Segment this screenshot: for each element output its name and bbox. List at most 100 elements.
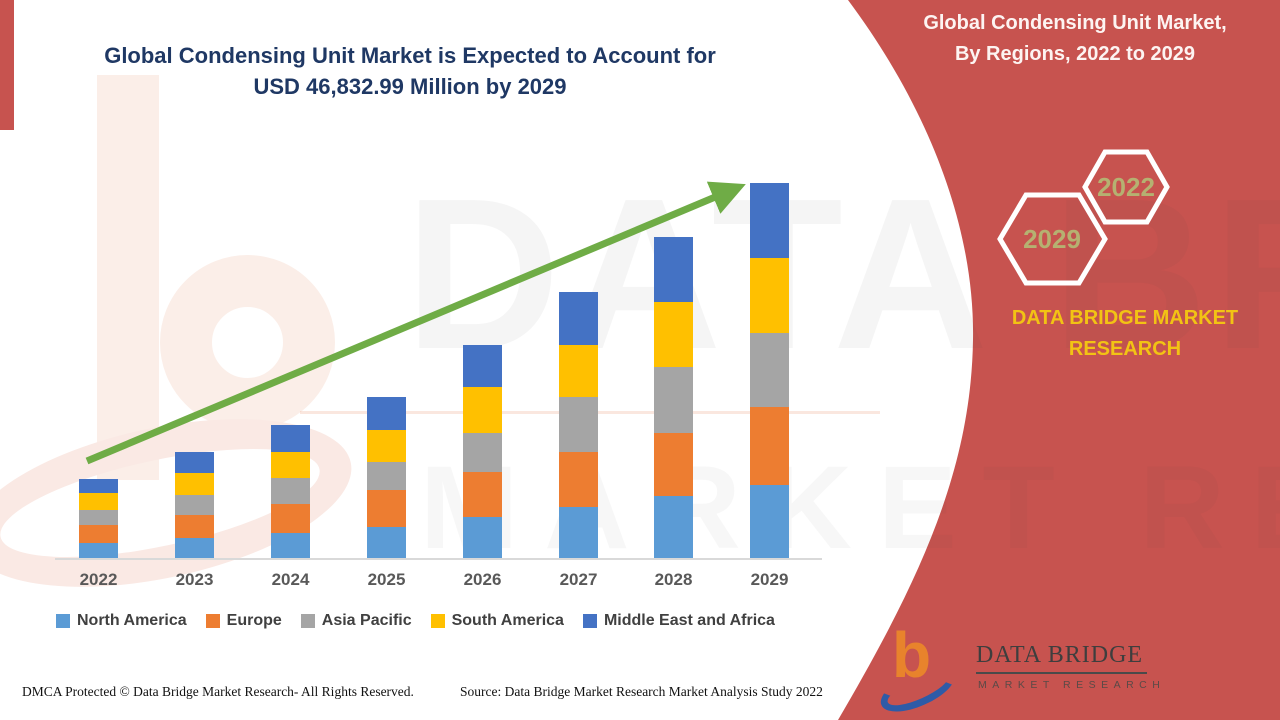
legend-label-north-america: North America <box>77 612 187 629</box>
segment-asia-pacific-2024 <box>271 478 310 504</box>
segment-north-america-2026 <box>463 517 502 558</box>
stacked-bar-2022 <box>79 479 118 558</box>
legend-swatch-north-america <box>56 614 70 628</box>
red-swoosh-shape <box>838 0 1280 720</box>
segment-asia-pacific-2028 <box>654 367 693 433</box>
logo-title: DATA BRIDGE <box>976 642 1148 674</box>
stacked-bar-2026 <box>463 345 502 558</box>
stacked-bar-2024 <box>271 425 310 558</box>
segment-south-america-2028 <box>654 302 693 367</box>
x-axis-line <box>55 558 822 560</box>
x-axis-label-2022: 2022 <box>79 570 118 589</box>
brand-name: DATA BRIDGE MARKET RESEARCH <box>1000 303 1250 365</box>
legend-item-north-america: North America <box>56 612 187 630</box>
segment-middle-east-and-africa-2029 <box>750 183 789 258</box>
segment-north-america-2023 <box>175 538 214 558</box>
segment-north-america-2027 <box>559 507 598 558</box>
stacked-bar-2023 <box>175 452 214 558</box>
chart-title: Global Condensing Unit Market is Expecte… <box>60 40 760 102</box>
chart-title-line1: Global Condensing Unit Market is Expecte… <box>104 43 716 68</box>
hexagon-2022 <box>1082 149 1170 225</box>
legend-swatch-europe <box>205 614 220 628</box>
segment-europe-2029 <box>750 407 789 485</box>
x-axis-label-2025: 2025 <box>367 570 406 589</box>
segment-middle-east-and-africa-2026 <box>463 345 502 387</box>
segment-europe-2025 <box>367 490 406 527</box>
segment-europe-2022 <box>79 525 118 543</box>
x-axis-label-2029: 2029 <box>750 570 789 589</box>
stacked-bar-2029 <box>750 183 789 558</box>
legend-item-europe: Europe <box>205 612 282 630</box>
legend-swatch-asia-pacific <box>300 614 315 628</box>
stacked-bar-2028 <box>654 237 693 558</box>
segment-south-america-2024 <box>271 452 310 478</box>
x-axis-label-2026: 2026 <box>463 570 502 589</box>
red-corner-bar <box>0 0 14 130</box>
stacked-bar-2027 <box>559 292 598 558</box>
chart-title-line2: USD 46,832.99 Million by 2029 <box>253 74 567 99</box>
trend-arrow-line <box>85 181 746 465</box>
segment-europe-2023 <box>175 515 214 538</box>
logo-subtitle: MARKET RESEARCH <box>978 679 1166 691</box>
segment-south-america-2026 <box>463 387 502 433</box>
legend-item-south-america: South America <box>430 612 564 630</box>
segment-middle-east-and-africa-2028 <box>654 237 693 302</box>
hexagon-2029-label: 2029 <box>1023 224 1081 254</box>
watermark-text-line1: DATA BRIDGE <box>405 153 1280 394</box>
legend-label-europe: Europe <box>226 612 282 629</box>
legend-label-south-america: South America <box>451 612 564 629</box>
x-axis-label-2023: 2023 <box>175 570 214 589</box>
segment-asia-pacific-2025 <box>367 462 406 490</box>
segment-north-america-2029 <box>750 485 789 558</box>
legend-item-asia-pacific: Asia Pacific <box>300 612 412 630</box>
legend-swatch-middle-east-and-africa <box>582 614 597 628</box>
legend-item-middle-east-and-africa: Middle East and Africa <box>582 612 775 630</box>
legend-swatch-south-america <box>430 614 445 628</box>
brand-line2: RESEARCH <box>1068 338 1182 360</box>
logo-b-icon: b <box>892 619 932 691</box>
footer-dmca: DMCA Protected © Data Bridge Market Rese… <box>22 684 414 699</box>
segment-north-america-2025 <box>367 527 406 558</box>
legend: North America Europe Asia Pacific South Ame… <box>56 612 775 630</box>
x-axis-label-2027: 2027 <box>559 570 598 589</box>
panel-heading-line2: By Regions, 2022 to 2029 <box>954 43 1196 65</box>
segment-asia-pacific-2023 <box>175 495 214 515</box>
stacked-bar-2025 <box>367 397 406 558</box>
legend-label-asia-pacific: Asia Pacific <box>321 612 412 629</box>
panel-heading: Global Condensing Unit Market, By Region… <box>885 8 1265 70</box>
watermark-logo-stem <box>97 75 159 480</box>
hexagon-badges: 2029 2022 <box>997 149 1170 286</box>
databridge-logo: b DATA BRIDGE MARKET RESEARCH <box>874 619 1168 720</box>
x-axis-label-2028: 2028 <box>654 570 693 589</box>
segment-asia-pacific-2029 <box>750 333 789 407</box>
segment-south-america-2023 <box>175 473 214 495</box>
footer-source: Source: Data Bridge Market Research Mark… <box>460 684 823 699</box>
hexagon-2029 <box>997 192 1108 286</box>
trend-arrow <box>85 181 746 465</box>
segment-asia-pacific-2027 <box>559 397 598 452</box>
hexagon-2022-label: 2022 <box>1097 172 1155 202</box>
segment-europe-2024 <box>271 504 310 533</box>
segment-europe-2026 <box>463 472 502 517</box>
segment-europe-2028 <box>654 433 693 496</box>
segment-north-america-2022 <box>79 543 118 558</box>
segment-europe-2027 <box>559 452 598 507</box>
segment-north-america-2024 <box>271 533 310 558</box>
segment-asia-pacific-2026 <box>463 433 502 472</box>
brand-line1: DATA BRIDGE MARKET <box>1011 307 1239 329</box>
legend-label-middle-east-and-africa: Middle East and Africa <box>603 612 775 629</box>
segment-middle-east-and-africa-2024 <box>271 425 310 452</box>
segment-south-america-2025 <box>367 430 406 462</box>
segment-asia-pacific-2022 <box>79 510 118 525</box>
segment-south-america-2029 <box>750 258 789 333</box>
segment-middle-east-and-africa-2025 <box>367 397 406 430</box>
segment-south-america-2022 <box>79 493 118 510</box>
segment-middle-east-and-africa-2022 <box>79 479 118 493</box>
panel-heading-line1: Global Condensing Unit Market, <box>923 12 1227 34</box>
segment-north-america-2028 <box>654 496 693 558</box>
x-axis-label-2024: 2024 <box>271 570 310 589</box>
segment-south-america-2027 <box>559 345 598 397</box>
